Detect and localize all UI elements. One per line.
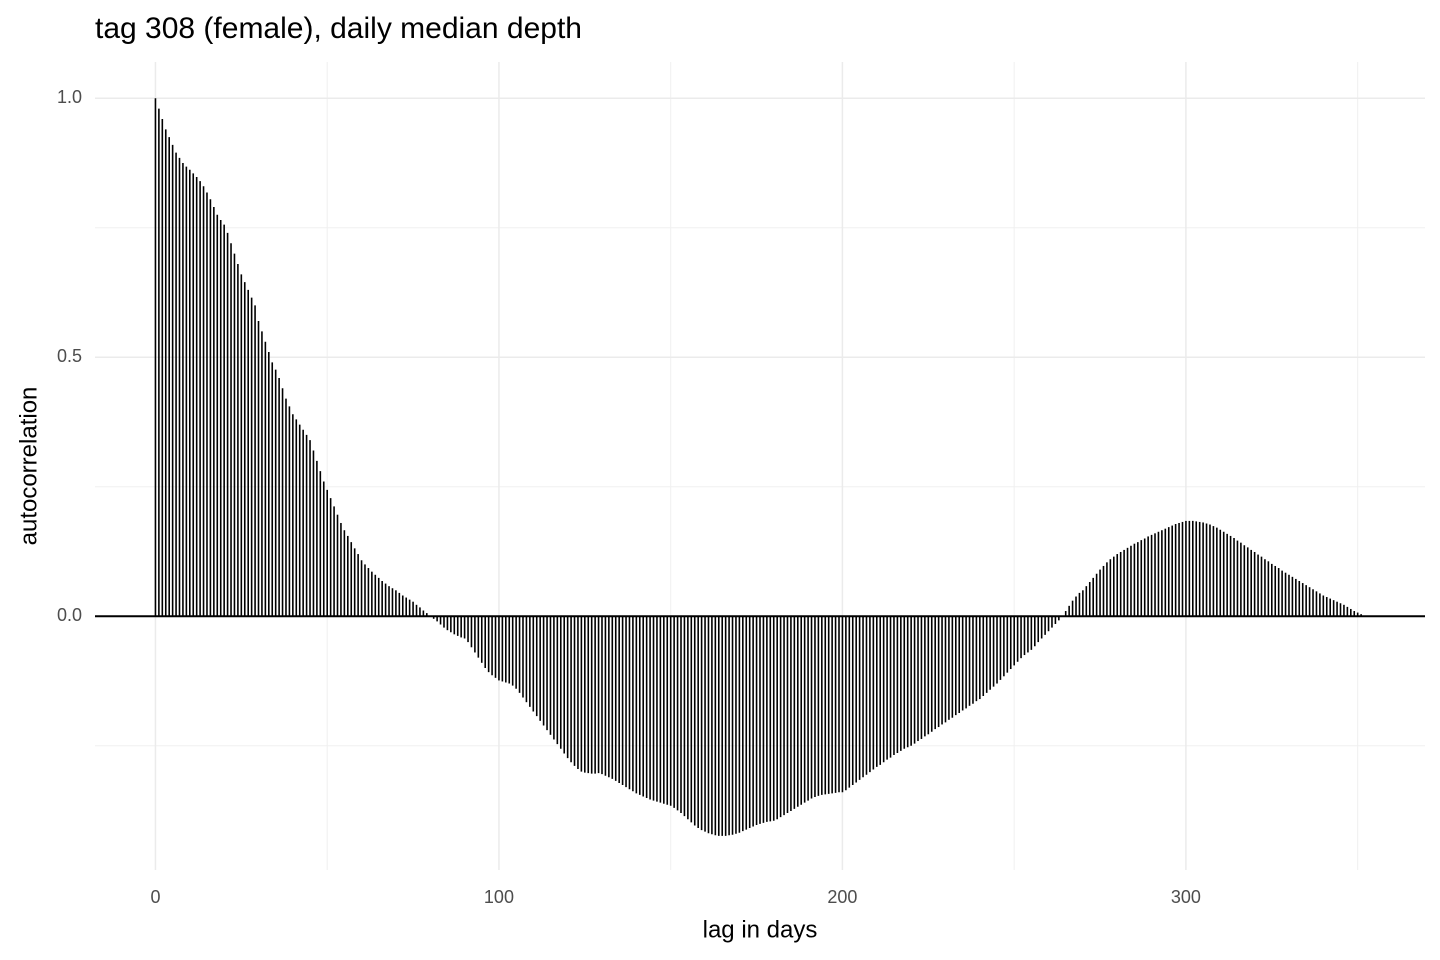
y-axis-title: autocorrelation: [15, 387, 42, 546]
x-tick-label: 300: [1171, 887, 1201, 907]
y-tick-label: 1.0: [57, 87, 82, 107]
x-tick-label: 100: [484, 887, 514, 907]
y-tick-label: 0.0: [57, 605, 82, 625]
y-tick-label: 0.5: [57, 346, 82, 366]
x-tick-label: 200: [827, 887, 857, 907]
x-axis-title: lag in days: [703, 916, 818, 943]
chart-title: tag 308 (female), daily median depth: [95, 12, 582, 45]
x-tick-label: 0: [150, 887, 160, 907]
